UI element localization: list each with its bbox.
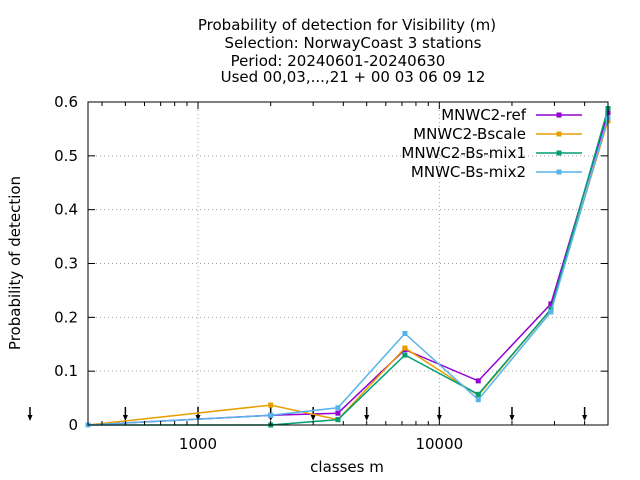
data-point: [402, 330, 408, 336]
class-marker-arrow: [310, 415, 316, 421]
data-point: [548, 301, 554, 307]
chart-title: Probability of detection for Visibility …: [198, 16, 496, 86]
y-tick-label: 0.4: [54, 201, 78, 219]
series-line-0: [87, 112, 609, 426]
legend-label: MNWC2-Bs-mix1: [401, 144, 526, 162]
grid: [88, 102, 608, 425]
title-line-3: Period: 20240601-20240630: [231, 52, 446, 70]
legend-marker: [556, 150, 562, 156]
y-tick-label: 0.5: [54, 147, 78, 165]
y-tick-label: 0.2: [54, 308, 78, 326]
data-point: [335, 417, 341, 423]
y-tick-label: 0.6: [54, 93, 78, 111]
data-point: [548, 309, 554, 315]
x-axis-label: classes m: [310, 458, 384, 476]
class-marker-arrow: [582, 415, 588, 421]
data-point: [335, 405, 341, 411]
axis-ticks: 0 0.1 0.2 0.3 0.4 0.5 0.6 1000 10000: [54, 93, 608, 453]
legend-marker: [556, 131, 562, 137]
data-point: [402, 345, 408, 351]
title-line-1: Probability of detection for Visibility …: [198, 16, 496, 34]
data-point: [268, 412, 274, 418]
title-line-2: Selection: NorwayCoast 3 stations: [225, 34, 482, 52]
y-tick-label: 0.3: [54, 255, 78, 273]
legend-marker: [556, 112, 562, 118]
legend: MNWC2-refMNWC2-BscaleMNWC2-Bs-mix1MNWC-B…: [401, 106, 582, 181]
y-axis-label: Probability of detection: [6, 176, 24, 350]
data-point: [402, 352, 408, 358]
legend-label: MNWC-Bs-mix2: [411, 163, 526, 181]
legend-label: MNWC2-Bscale: [413, 125, 526, 143]
legend-marker: [556, 169, 562, 175]
series-layer: [85, 105, 611, 428]
data-point: [475, 397, 481, 403]
class-marker-arrow: [27, 415, 33, 421]
x-tick-label: 1000: [179, 435, 217, 453]
y-tick-label: 0.1: [54, 362, 78, 380]
class-marker-arrow: [122, 415, 128, 421]
series-line-1: [87, 120, 609, 426]
data-point: [268, 402, 274, 408]
data-point: [335, 410, 341, 416]
legend-label: MNWC2-ref: [441, 106, 526, 124]
title-line-4: Used 00,03,...,21 + 00 03 06 09 12: [221, 68, 486, 86]
x-tick-label: 10000: [415, 435, 463, 453]
series-line-3: [87, 117, 609, 426]
data-point: [475, 391, 481, 397]
data-point: [475, 378, 481, 384]
class-marker-arrow: [509, 415, 515, 421]
y-tick-label: 0: [68, 416, 78, 434]
class-marker-arrow: [364, 415, 370, 421]
